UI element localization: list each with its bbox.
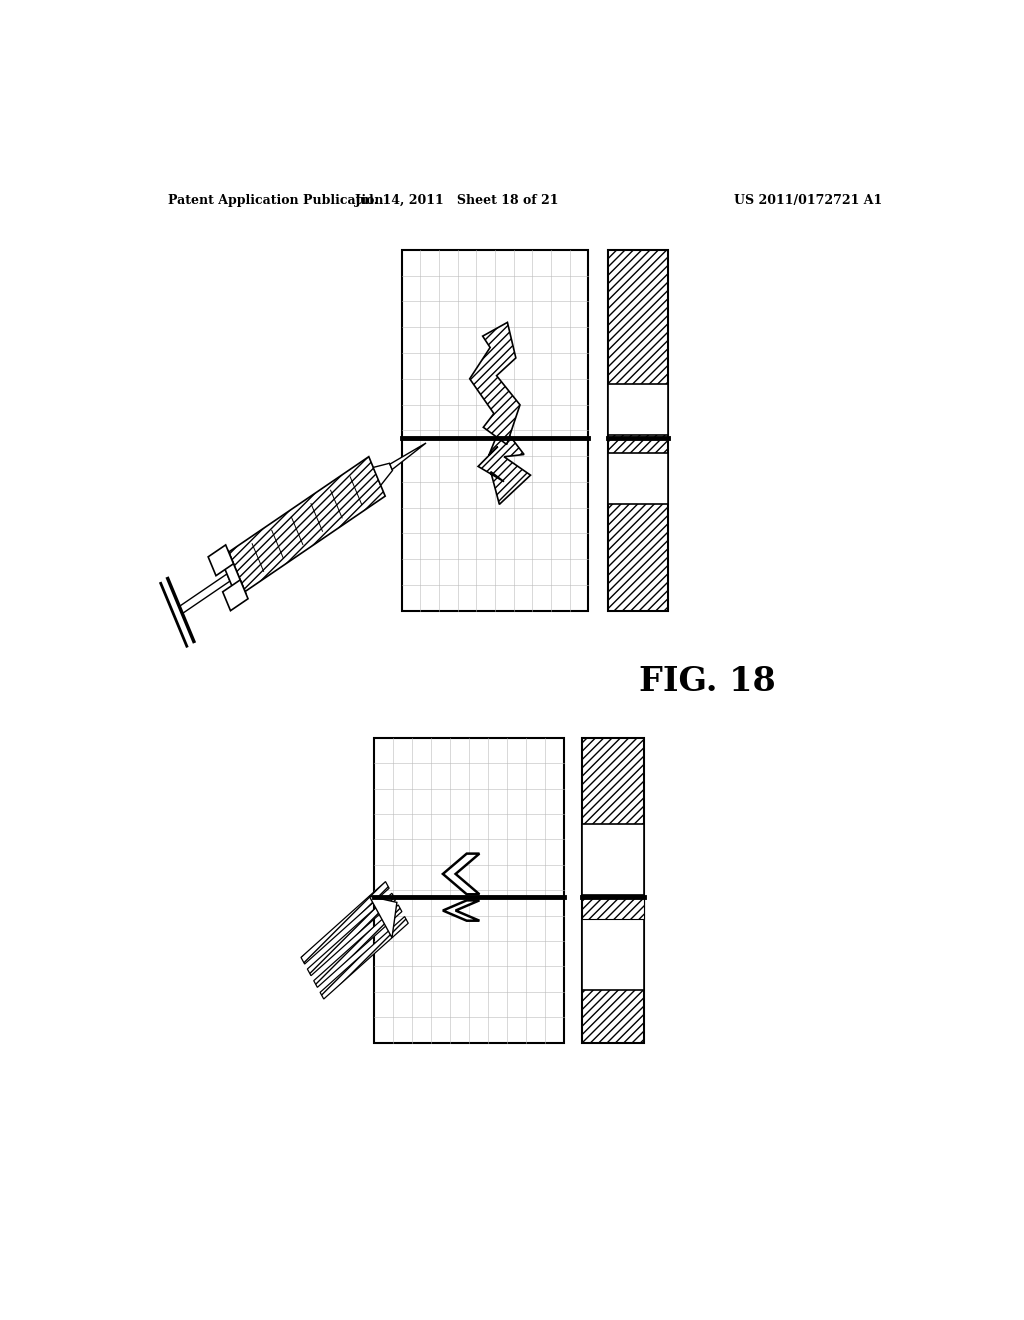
Polygon shape: [221, 550, 246, 595]
Bar: [608, 249, 668, 611]
Bar: [608, 453, 668, 504]
Polygon shape: [470, 322, 520, 445]
Polygon shape: [228, 457, 385, 591]
Bar: [582, 738, 644, 1043]
Bar: [374, 738, 564, 1043]
Polygon shape: [443, 900, 479, 921]
Polygon shape: [390, 444, 426, 470]
Polygon shape: [179, 574, 230, 614]
Polygon shape: [374, 463, 392, 486]
Bar: [582, 895, 644, 919]
Bar: [582, 824, 644, 895]
Polygon shape: [307, 894, 395, 975]
Polygon shape: [313, 906, 401, 987]
Text: US 2011/0172721 A1: US 2011/0172721 A1: [733, 194, 882, 206]
Text: Jul. 14, 2011   Sheet 18 of 21: Jul. 14, 2011 Sheet 18 of 21: [355, 194, 559, 206]
Polygon shape: [301, 882, 389, 964]
Bar: [582, 919, 644, 990]
Polygon shape: [222, 579, 248, 611]
Polygon shape: [443, 854, 479, 894]
Polygon shape: [321, 916, 409, 999]
Polygon shape: [208, 545, 233, 576]
Bar: [608, 384, 668, 434]
Text: FIG. 18: FIG. 18: [639, 665, 776, 698]
Text: Patent Application Publication: Patent Application Publication: [168, 194, 383, 206]
Bar: [401, 249, 588, 611]
Polygon shape: [370, 896, 397, 937]
Polygon shape: [478, 425, 530, 504]
